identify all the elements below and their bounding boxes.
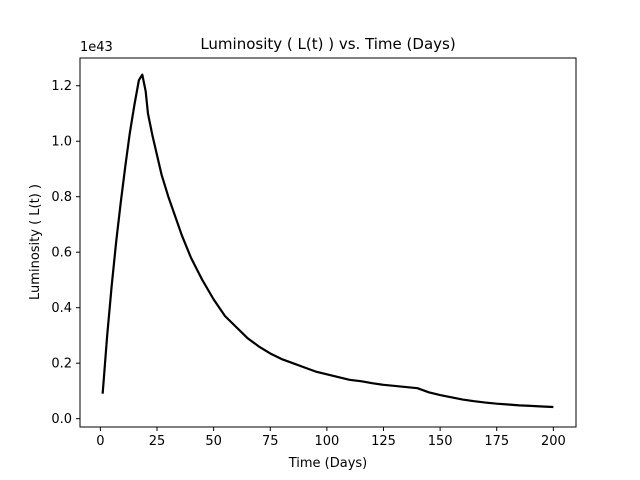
x-tick-label: 75 (262, 434, 279, 449)
x-tick-label: 125 (371, 434, 396, 449)
axes-frame (79, 57, 577, 428)
y-tick-label: 0.6 (51, 246, 72, 261)
y-tick-label: 0.4 (51, 301, 72, 316)
chart-title: Luminosity ( L(t) ) vs. Time (Days) (200, 35, 455, 53)
y-tick-label: 0.2 (51, 357, 72, 372)
x-tick-label: 200 (541, 434, 566, 449)
x-tick-label: 175 (484, 434, 509, 449)
x-tick-label: 25 (149, 434, 166, 449)
x-tick-label: 0 (96, 434, 104, 449)
y-tick-label: 0.8 (51, 190, 72, 205)
x-tick-label: 150 (428, 434, 453, 449)
y-axis-label: Luminosity ( L(t) ) (28, 184, 43, 300)
y-tick-label: 1.2 (51, 79, 72, 94)
x-tick-label: 100 (314, 434, 339, 449)
x-axis-label: Time (Days) (288, 456, 368, 471)
y-tick-label: 0.0 (51, 412, 72, 427)
y-offset-label: 1e43 (80, 40, 113, 55)
plot-area: 0 25 50 75 100 125 150 175 200 0.0 0.2 0.4 0.6 0.8 1.0… (51, 57, 577, 449)
x-tick-label: 50 (205, 434, 222, 449)
luminosity-line (101, 73, 554, 409)
y-tick-label: 1.0 (51, 135, 72, 150)
